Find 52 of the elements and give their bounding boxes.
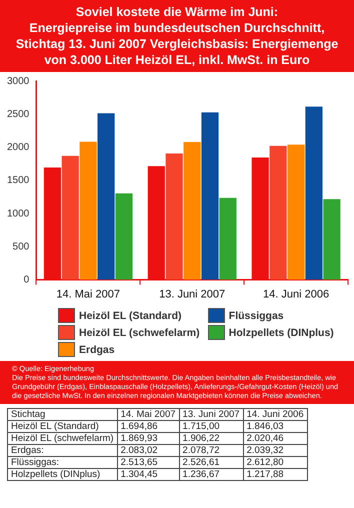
bar bbox=[201, 112, 219, 280]
data-label: 1.715,00 bbox=[179, 420, 244, 432]
y-tick-label: 3000 bbox=[6, 76, 30, 87]
chart-title: Soviel kostete die Wärme im Juni: Energiepreise im bundesdeutschen Durchschnitt, Stichtag 13. Juni 2007 Vergleichsbasis: Energiemenge von 3.000 Liter Heizöl EL, inkl. MwSt. in Euro bbox=[0, 0, 354, 72]
category-label: 14. Juni 2006 bbox=[246, 409, 304, 420]
text: Heizöl EL (Standard) bbox=[8, 420, 118, 432]
data-label: 1.906,22 bbox=[179, 432, 244, 444]
legend-label: Holzpellets (DINplus) bbox=[228, 326, 335, 340]
bar bbox=[115, 193, 133, 280]
bar bbox=[287, 144, 305, 280]
data-label: 2.526,61 bbox=[179, 456, 244, 468]
data-label: 1.304,45 bbox=[117, 468, 180, 480]
y-tick-label: 1500 bbox=[6, 175, 30, 186]
data-label: 1.236,67 bbox=[179, 468, 244, 480]
legend-label: Heizöl EL (schwefelarm) bbox=[78, 326, 201, 340]
data-label: 2.078,72 bbox=[179, 444, 244, 456]
bar bbox=[219, 198, 236, 280]
data-label: 1.846,03 bbox=[243, 420, 308, 432]
data-label: 2.020,46 bbox=[243, 432, 308, 444]
bar bbox=[80, 142, 97, 280]
bar bbox=[98, 113, 115, 280]
bar bbox=[270, 146, 287, 280]
text: Erdgas: bbox=[8, 444, 118, 456]
data-label: 2.083,02 bbox=[117, 444, 180, 456]
data-label: 1.217,88 bbox=[243, 468, 308, 480]
x-tick-label: 14. Mai 2007 bbox=[56, 288, 120, 300]
bar bbox=[184, 142, 201, 280]
legend-label: Erdgas bbox=[78, 342, 116, 357]
text: Holzpellets (DINplus) bbox=[8, 468, 118, 480]
legend-label: Heizöl EL (Standard) bbox=[78, 308, 182, 323]
legend-label: Flüssiggas bbox=[228, 308, 285, 323]
y-tick-label: 2500 bbox=[6, 108, 30, 120]
category-label: 14. Mai 2007 bbox=[120, 409, 176, 420]
y-tick-label: 1000 bbox=[6, 208, 30, 220]
y-tick-label: 0 bbox=[24, 274, 30, 286]
data-label: 2.612,80 bbox=[243, 456, 308, 468]
bar bbox=[62, 156, 79, 280]
text: Stichtag bbox=[8, 408, 118, 420]
category-label: 13. Juni 2007 bbox=[182, 409, 240, 420]
x-tick-label: 14. Juni 2006 bbox=[263, 288, 330, 300]
data-label: 2.039,32 bbox=[243, 444, 308, 456]
text: Heizöl EL (schwefelarm) bbox=[8, 432, 118, 444]
data-label: 1.694,86 bbox=[117, 420, 180, 432]
data-label: 2.513,65 bbox=[117, 456, 180, 468]
y-tick-label: 500 bbox=[12, 241, 30, 252]
y-tick-label: 2000 bbox=[6, 142, 30, 154]
data-label: 1.869,93 bbox=[117, 432, 180, 444]
bar bbox=[323, 199, 340, 280]
x-tick-label: 13. Juni 2007 bbox=[159, 288, 226, 300]
text: Flüssiggas: bbox=[8, 456, 118, 468]
bar bbox=[305, 106, 322, 280]
bar bbox=[166, 153, 183, 280]
